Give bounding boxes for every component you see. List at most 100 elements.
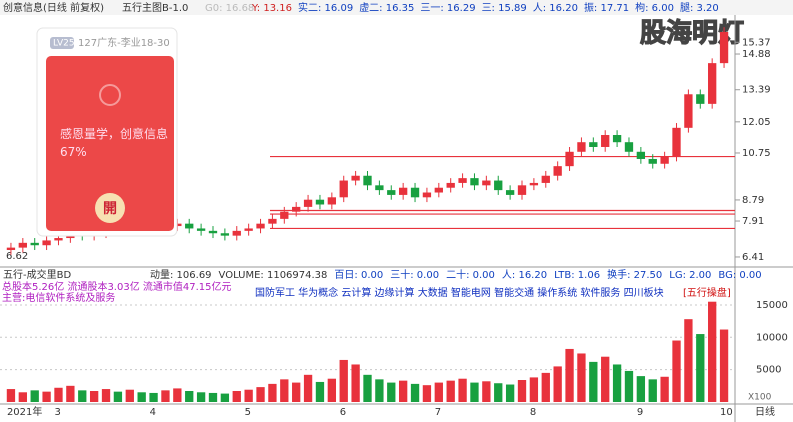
candle-body (553, 166, 562, 176)
candle-body (458, 178, 467, 183)
volume-bar (410, 383, 420, 402)
candle-body (42, 240, 51, 246)
candle-body (339, 180, 348, 198)
volume-bar (387, 382, 396, 402)
volume-bar (612, 364, 622, 402)
candle-body (565, 151, 574, 167)
y-tick-label: 10.75 (742, 148, 771, 159)
candle-body (719, 31, 729, 64)
volume-bar (684, 319, 693, 402)
volume-bar (363, 374, 372, 402)
volume-bar (708, 301, 717, 402)
candle-body (363, 175, 372, 186)
volume-bar (505, 384, 515, 402)
volume-bar (196, 392, 206, 402)
candle-body (196, 228, 206, 231)
volume-bar (660, 376, 669, 402)
y-tick-label: 15.37 (742, 37, 771, 48)
volume-bar (565, 348, 574, 402)
candle-body (589, 142, 598, 147)
candle-body (601, 135, 610, 147)
volume-bar (589, 361, 598, 402)
volume-bar (719, 329, 729, 402)
candle-body (517, 185, 527, 195)
candle-body (672, 127, 681, 157)
stat: VOLUME: 1106974.38 (219, 270, 328, 281)
candle-body (529, 182, 539, 186)
candle-body (577, 142, 586, 152)
candle-body (30, 242, 39, 246)
volume-bar (208, 392, 218, 402)
volume-bar (232, 391, 241, 402)
stat: 实二: 16.09 (298, 1, 353, 14)
volume-bar (149, 392, 158, 402)
candle-body (398, 187, 408, 195)
candle-body (410, 187, 420, 198)
open-label[interactable]: 開 (103, 201, 117, 217)
candle-body (292, 206, 301, 212)
x-tick-label: 10 (720, 407, 733, 418)
concepts: 国防军工 华为概念 云计算 边缘计算 大数据 智能电网 智能交通 操作系统 软件… (255, 286, 664, 299)
volume-bar (18, 392, 27, 402)
volume-bar (422, 385, 432, 402)
volume-bar (292, 382, 301, 402)
x-tick-label: 6 (340, 407, 346, 418)
volume-bar (517, 380, 527, 402)
stat: 虚二: 16.35 (359, 2, 414, 14)
stat: 三一: 16.29 (420, 3, 475, 14)
volume-bar (434, 382, 443, 402)
icon (99, 84, 121, 106)
volume-bar (482, 381, 491, 402)
volume-bar (89, 391, 99, 402)
x-tick-label: 2021年 (7, 405, 42, 418)
candle-body (268, 218, 277, 224)
period: 日线 (755, 405, 775, 418)
candle-body (6, 247, 16, 251)
info: 总股本5.26亿 流通股本3.03亿 流通市值47.15亿元 (2, 280, 232, 293)
candle-body (375, 185, 384, 191)
volume-bar (244, 389, 253, 402)
volume-bar (696, 334, 705, 402)
volume-bar (553, 366, 562, 402)
volume-bar (541, 372, 550, 402)
candle-body (624, 142, 634, 152)
y-tick-label: 13.39 (742, 85, 771, 96)
volume-bar (161, 390, 170, 402)
volume-bar (577, 353, 586, 402)
volume-bar (137, 392, 146, 402)
volume-bar (636, 376, 646, 402)
volume-bar (458, 378, 467, 402)
volume-bar (446, 380, 455, 402)
candle-body (303, 199, 313, 207)
open-button[interactable] (95, 193, 125, 223)
card: LV25 127广东-李业18-30 感恩量学，创意信息67% 開 (36, 27, 178, 237)
volume-bar (303, 374, 313, 402)
x-tick-label: 3 (54, 407, 60, 418)
volume-bar (280, 379, 289, 402)
watermark: 股海明灯 (640, 19, 744, 49)
volume-bar (601, 356, 610, 402)
stat: 换手: 27.50 (607, 268, 662, 281)
candle-body (208, 230, 218, 234)
red-envelope (46, 56, 174, 231)
candle-body (280, 211, 289, 219)
x-tick-label: 4 (150, 407, 156, 418)
y-tick-label: 10000 (756, 332, 788, 343)
candle-body (541, 175, 550, 183)
y-tick-label: 5000 (756, 365, 781, 376)
x-tick-label: 5 (245, 407, 251, 418)
candle-body (505, 190, 515, 195)
stat: 三十: 0.00 (390, 268, 439, 281)
y-value: Y: 13.16 (251, 3, 292, 14)
volume-bar (470, 382, 479, 402)
volume-bar (185, 391, 194, 402)
candle-body (446, 182, 455, 188)
candle-body (612, 135, 622, 143)
candle-body (256, 223, 265, 229)
stat: 三: 15.89 (482, 3, 527, 14)
volume-bar (220, 393, 230, 402)
unit: X100 (748, 393, 772, 403)
stat: 腿: 3.20 (680, 2, 719, 14)
candle-body (351, 175, 360, 181)
candle-body (422, 192, 432, 198)
